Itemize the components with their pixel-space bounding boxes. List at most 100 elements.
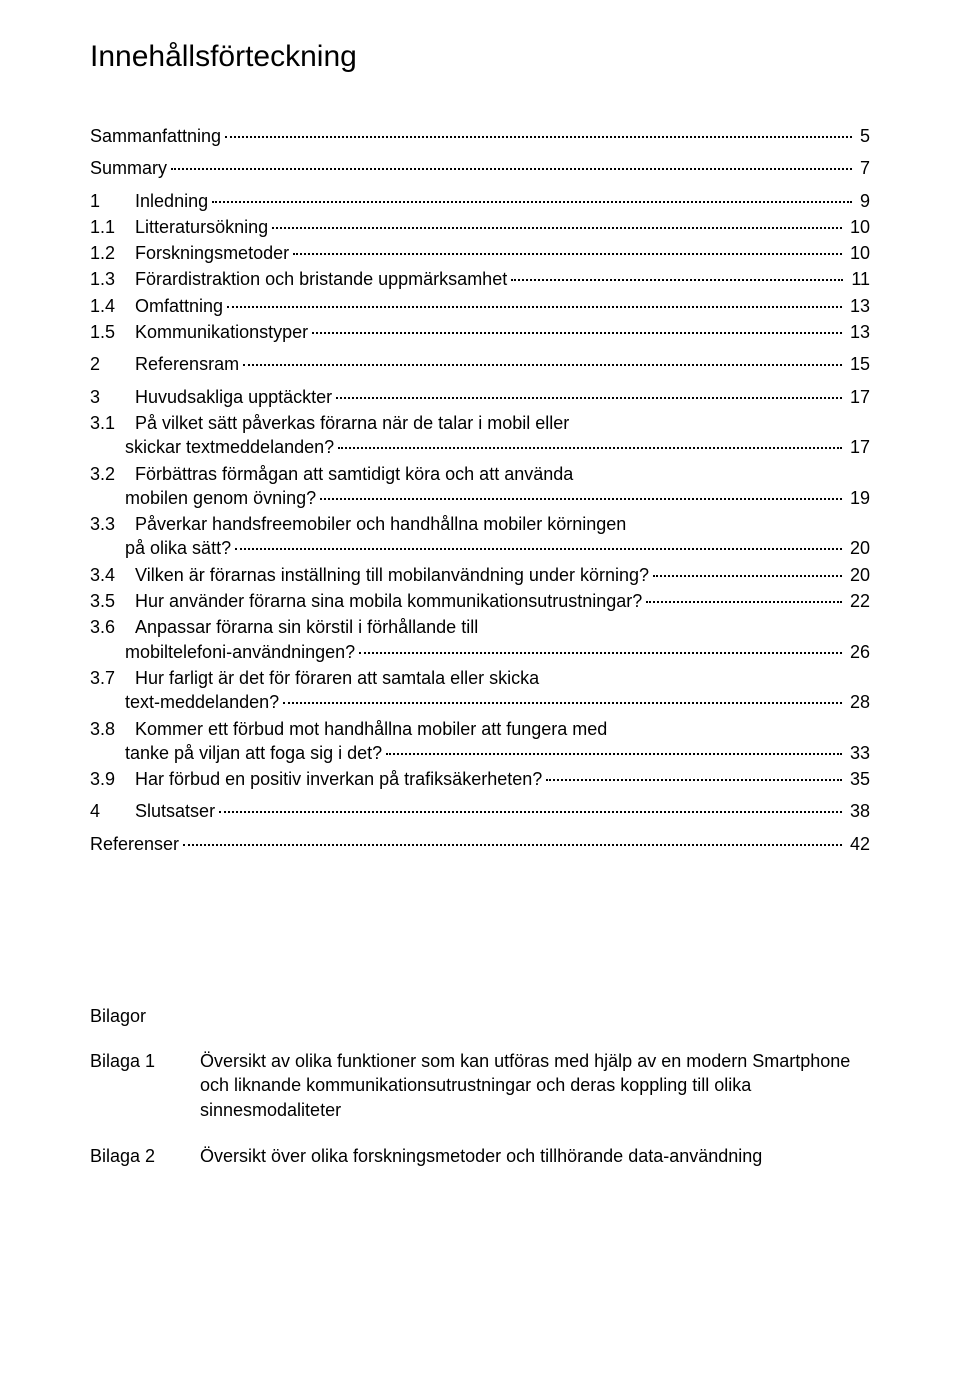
toc-page-number: 20 [846,536,870,560]
toc-entry-text: tanke på viljan att foga sig i det? [125,741,382,765]
toc-leader [320,498,842,500]
toc-entry: 1.4 Omfattning 13 [90,294,870,318]
toc-entry-text: Slutsatser [135,799,215,823]
toc-entry-text: text-meddelanden? [125,690,279,714]
toc-entry: 1.2 Forskningsmetoder 10 [90,241,870,265]
toc-entry-text: Referensram [135,352,239,376]
toc-page-number: 5 [856,124,870,148]
toc-entry-number: 4 [90,799,135,823]
toc-page-number: 9 [856,189,870,213]
toc-page-number: 10 [846,241,870,265]
toc-page-number: 42 [846,832,870,856]
appendix-text: Översikt över olika forskningsmetoder oc… [200,1144,870,1168]
toc-leader [243,364,842,366]
toc-entry: 3.8 Kommer ett förbud mot handhållna mob… [90,717,870,741]
toc-entry-number: 3.6 [90,615,135,639]
toc-entry: 1.5 Kommunikationstyper 13 [90,320,870,344]
toc-entry: 1.3 Förardistraktion och bristande uppmä… [90,267,870,291]
page-title: Innehållsförteckning [90,40,870,74]
toc-entry: mobiltelefoni-användningen? 26 [90,640,870,664]
toc-entry-text: mobiltelefoni-användningen? [125,640,355,664]
toc-page-number: 26 [846,640,870,664]
toc-entry: 3.7 Hur farligt är det för föraren att s… [90,666,870,690]
appendix-label: Bilaga 1 [90,1049,200,1073]
toc-leader [183,844,842,846]
toc-entry-text: Förardistraktion och bristande uppmärksa… [135,267,507,291]
toc-leader [293,253,842,255]
toc-entry-number: 3.8 [90,717,135,741]
toc-entry-text: Hur farligt är det för föraren att samta… [135,666,539,690]
toc-page-number: 35 [846,767,870,791]
toc-entry-number: 2 [90,352,135,376]
toc-entry: 3.6 Anpassar förarna sin körstil i förhå… [90,615,870,639]
toc-page-number: 19 [846,486,870,510]
toc-leader [312,332,842,334]
toc-leader [235,548,842,550]
toc-entry: skickar textmeddelanden? 17 [90,435,870,459]
toc-page-number: 38 [846,799,870,823]
toc-leader [511,279,843,281]
toc-page-number: 22 [846,589,870,613]
toc-entry: Summary 7 [90,156,870,180]
toc-entry-text: På vilket sätt påverkas förarna när de t… [135,411,569,435]
toc-leader [171,168,852,170]
appendix-label: Bilaga 2 [90,1144,200,1168]
toc-leader [336,397,842,399]
toc-entry-text: Omfattning [135,294,223,318]
toc-entry-text: Huvudsakliga upptäckter [135,385,332,409]
toc-entry: 3 Huvudsakliga upptäckter 17 [90,385,870,409]
toc-entry-text: Forskningsmetoder [135,241,289,265]
toc-page-number: 15 [846,352,870,376]
toc-leader [546,779,842,781]
toc-leader [653,575,842,577]
toc-entry-number: 1.4 [90,294,135,318]
toc-leader [359,652,842,654]
toc-entry-text: Förbättras förmågan att samtidigt köra o… [135,462,573,486]
toc-entry-number: 1.2 [90,241,135,265]
toc-page-number: 13 [846,320,870,344]
toc-entry-number: 3.5 [90,589,135,613]
toc-page-number: 7 [856,156,870,180]
appendix-text: Översikt av olika funktioner som kan utf… [200,1049,870,1122]
toc-entry-text: Har förbud en positiv inverkan på trafik… [135,767,542,791]
toc-page-number: 11 [847,267,870,291]
toc-leader [227,306,842,308]
toc-entry-number: 3.9 [90,767,135,791]
toc-entry: 3.4 Vilken är förarnas inställning till … [90,563,870,587]
toc-entry: 3.1 På vilket sätt påverkas förarna när … [90,411,870,435]
toc-entry: mobilen genom övning? 19 [90,486,870,510]
appendix-item: Bilaga 2Översikt över olika forskningsme… [90,1144,870,1168]
toc-page-number: 20 [846,563,870,587]
toc-entry: 2 Referensram 15 [90,352,870,376]
toc-entry-text: Litteratursökning [135,215,268,239]
toc-entry-number: 1.1 [90,215,135,239]
toc-page-number: 33 [846,741,870,765]
toc-entry-text: Kommer ett förbud mot handhållna mobiler… [135,717,607,741]
toc-entry: Referenser 42 [90,832,870,856]
toc-entry: 3.9 Har förbud en positiv inverkan på tr… [90,767,870,791]
toc-entry-text: skickar textmeddelanden? [125,435,334,459]
toc-leader [272,227,842,229]
toc-leader [386,753,842,755]
toc-entry: 3.2 Förbättras förmågan att samtidigt kö… [90,462,870,486]
toc-leader [283,702,842,704]
toc-entry-text: Referenser [90,832,179,856]
toc-entry: 4 Slutsatser 38 [90,799,870,823]
appendix-list: Bilaga 1Översikt av olika funktioner som… [90,1049,870,1168]
toc-entry: på olika sätt? 20 [90,536,870,560]
toc-entry: 3.3 Påverkar handsfreemobiler och handhå… [90,512,870,536]
toc-page-number: 17 [846,435,870,459]
toc-entry-text: Vilken är förarnas inställning till mobi… [135,563,649,587]
toc-entry-text: Sammanfattning [90,124,221,148]
toc-leader [212,201,852,203]
toc-entry-number: 3.3 [90,512,135,536]
toc-entry-number: 3 [90,385,135,409]
toc-entry-text: Summary [90,156,167,180]
toc-entry-text: Kommunikationstyper [135,320,308,344]
toc-entry: tanke på viljan att foga sig i det? 33 [90,741,870,765]
appendix-heading: Bilagor [90,1006,870,1027]
toc-leader [225,136,852,138]
toc-leader [338,447,842,449]
toc-entry: 1 Inledning 9 [90,189,870,213]
toc-entry-number: 1.5 [90,320,135,344]
